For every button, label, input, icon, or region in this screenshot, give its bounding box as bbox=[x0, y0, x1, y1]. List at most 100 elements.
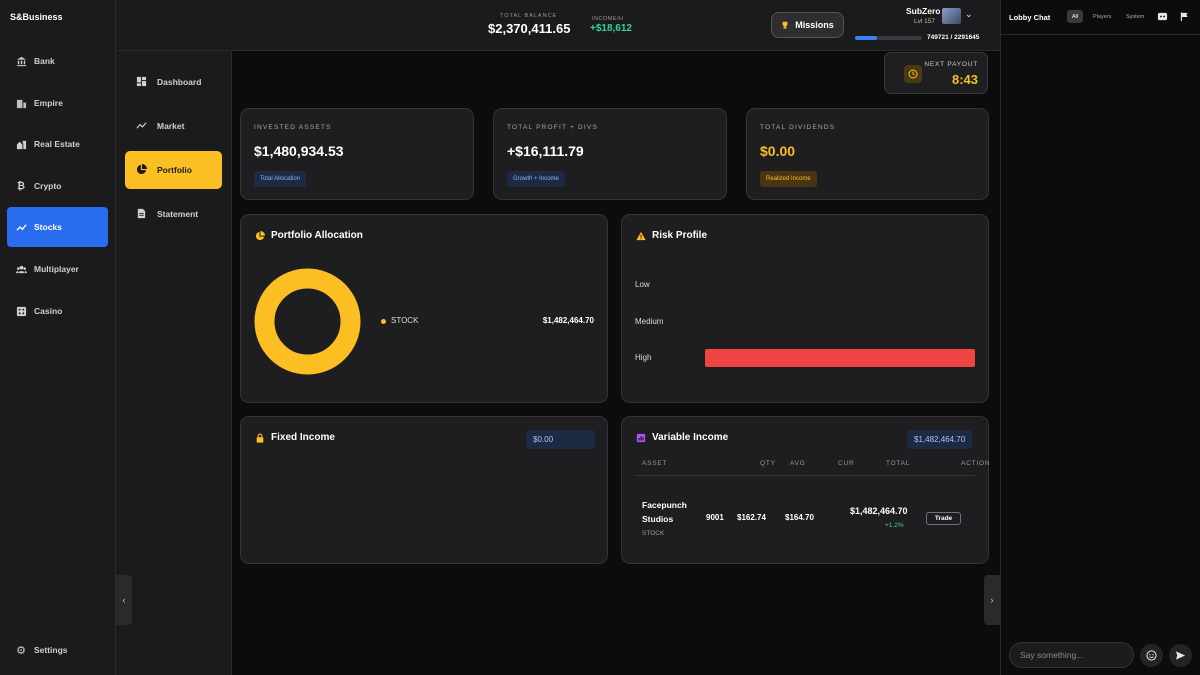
emoji-button[interactable] bbox=[1140, 644, 1163, 667]
sidebar-item-label: Empire bbox=[34, 98, 63, 108]
total-balance-value: $2,370,411.65 bbox=[488, 21, 571, 36]
bitcoin-icon: ₿ bbox=[16, 180, 26, 192]
fixed-income-card: Fixed Income $0.00 bbox=[240, 416, 608, 564]
lobby-chat-panel: Lobby Chat All Players System bbox=[1000, 0, 1200, 675]
trade-button[interactable]: Trade bbox=[926, 512, 961, 525]
income-label: INCOME/H bbox=[592, 16, 624, 22]
column-header-cur: CUR bbox=[838, 460, 855, 467]
top-header: TOTAL BALANCE $2,370,411.65 INCOME/H +$1… bbox=[116, 0, 1000, 51]
chart-line-icon bbox=[136, 120, 148, 132]
stat-value: $0.00 bbox=[760, 143, 796, 159]
xp-text: 749721 / 2291645 bbox=[927, 34, 980, 41]
gear-icon: ⚙ bbox=[16, 644, 26, 657]
sidebar-item-real-estate[interactable]: Real Estate bbox=[7, 124, 108, 164]
settings-button[interactable]: ⚙ Settings bbox=[7, 630, 108, 670]
chat-title: Lobby Chat bbox=[1009, 13, 1051, 22]
card-title: Fixed Income bbox=[255, 432, 335, 443]
flag-icon[interactable] bbox=[1179, 11, 1190, 22]
legend-value: $1,482,464.70 bbox=[542, 316, 594, 325]
sidebar-item-label: Real Estate bbox=[34, 139, 80, 149]
allocation-donut-chart bbox=[254, 268, 361, 375]
missions-label: Missions bbox=[795, 20, 834, 30]
sidebar-item-casino[interactable]: Casino bbox=[7, 291, 108, 331]
sidebar-item-empire[interactable]: Empire bbox=[7, 83, 108, 123]
brand-logo: S&Business bbox=[10, 12, 63, 22]
asset-change: +1.2% bbox=[885, 522, 904, 529]
sidebar-item-label: Multiplayer bbox=[34, 264, 79, 274]
sub-navigation: Dashboard Market Portfolio Statement bbox=[116, 51, 232, 675]
bar-chart-icon bbox=[636, 433, 646, 442]
income-value: +$18,612 bbox=[590, 23, 632, 34]
sidebar-item-multiplayer[interactable]: Multiplayer bbox=[7, 249, 108, 289]
legend-swatch bbox=[381, 319, 386, 324]
card-title-text: Fixed Income bbox=[271, 432, 335, 443]
sidebar-item-bank[interactable]: Bank bbox=[7, 41, 108, 81]
stat-card-profit: TOTAL PROFIT + DIVS +$16,111.79 Growth +… bbox=[493, 108, 727, 200]
discord-icon[interactable] bbox=[1157, 11, 1168, 22]
card-title: Portfolio Allocation bbox=[255, 230, 363, 241]
asset-cur: $164.70 bbox=[785, 513, 814, 522]
stat-card-dividends: TOTAL DIVIDENDS $0.00 Realized Income bbox=[746, 108, 989, 200]
trophy-icon bbox=[782, 21, 788, 29]
send-button[interactable] bbox=[1169, 644, 1192, 667]
sidebar-item-crypto[interactable]: ₿ Crypto bbox=[7, 166, 108, 206]
lock-icon bbox=[256, 433, 264, 443]
donut-slice-stock bbox=[254, 268, 361, 375]
settings-label: Settings bbox=[34, 645, 68, 655]
group-icon bbox=[15, 263, 27, 275]
user-level: Lvl 157 bbox=[914, 18, 935, 25]
subnav-item-statement[interactable]: Statement bbox=[125, 195, 222, 233]
table-divider bbox=[635, 475, 975, 476]
expand-chat-button[interactable]: › bbox=[984, 575, 1000, 625]
subnav-item-label: Portfolio bbox=[157, 165, 192, 175]
column-header-qty: QTY bbox=[760, 460, 776, 467]
avatar[interactable] bbox=[942, 8, 961, 24]
card-title-text: Portfolio Allocation bbox=[271, 230, 363, 241]
asset-name-line2: Studios bbox=[642, 514, 674, 524]
main-content: NEXT PAYOUT 8:43 INVESTED ASSETS $1,480,… bbox=[232, 51, 1000, 675]
username: SubZero bbox=[906, 6, 941, 16]
risk-label-low: Low bbox=[635, 280, 650, 289]
stat-badge: Growth + Income bbox=[507, 171, 565, 187]
warning-icon bbox=[636, 231, 646, 240]
next-payout-label: NEXT PAYOUT bbox=[924, 61, 978, 68]
chat-header: Lobby Chat All Players System bbox=[1001, 0, 1200, 35]
stat-card-invested: INVESTED ASSETS $1,480,934.53 Total Allo… bbox=[240, 108, 474, 200]
asset-avg: $162.74 bbox=[737, 513, 766, 522]
sidebar-item-label: Casino bbox=[34, 306, 63, 316]
subnav-item-dashboard[interactable]: Dashboard bbox=[125, 63, 222, 101]
clock-icon bbox=[904, 65, 922, 83]
asset-total: $1,482,464.70 bbox=[850, 506, 908, 516]
collapse-sidebar-button[interactable]: ‹ bbox=[116, 575, 132, 625]
portfolio-allocation-card: Portfolio Allocation STOCK $1,482,464.70 bbox=[240, 214, 608, 403]
risk-bar-high bbox=[705, 349, 975, 367]
risk-label-high: High bbox=[635, 353, 652, 362]
chat-tab-all[interactable]: All bbox=[1067, 10, 1084, 23]
send-icon bbox=[1175, 651, 1186, 660]
stat-badge: Realized Income bbox=[760, 171, 817, 187]
stat-label: TOTAL DIVIDENDS bbox=[760, 124, 836, 131]
chevron-down-icon[interactable]: ⌄ bbox=[965, 9, 973, 19]
pie-chart-icon bbox=[136, 164, 148, 176]
asset-qty: 9001 bbox=[706, 513, 724, 522]
subnav-item-label: Dashboard bbox=[157, 77, 202, 87]
chat-tab-system[interactable]: System bbox=[1126, 13, 1145, 20]
subnav-item-market[interactable]: Market bbox=[125, 107, 222, 145]
xp-progress-bar bbox=[855, 36, 922, 40]
sidebar-item-stocks[interactable]: Stocks bbox=[7, 207, 108, 247]
total-balance-label: TOTAL BALANCE bbox=[500, 13, 558, 19]
trending-up-icon bbox=[15, 221, 27, 233]
missions-button[interactable]: Missions bbox=[771, 12, 844, 38]
stat-value: $1,480,934.53 bbox=[254, 143, 344, 159]
card-title-text: Risk Profile bbox=[652, 230, 708, 241]
building-icon bbox=[15, 97, 27, 109]
chat-message-input[interactable] bbox=[1009, 642, 1134, 668]
column-header-total: TOTAL bbox=[886, 460, 911, 467]
subnav-item-portfolio[interactable]: Portfolio bbox=[125, 151, 222, 189]
legend-label: STOCK bbox=[391, 316, 419, 325]
sidebar-item-label: Crypto bbox=[34, 181, 62, 191]
stat-label: INVESTED ASSETS bbox=[254, 124, 332, 131]
subnav-item-label: Market bbox=[157, 121, 185, 131]
column-header-asset: ASSET bbox=[642, 460, 668, 467]
chat-tab-players[interactable]: Players bbox=[1093, 13, 1112, 20]
